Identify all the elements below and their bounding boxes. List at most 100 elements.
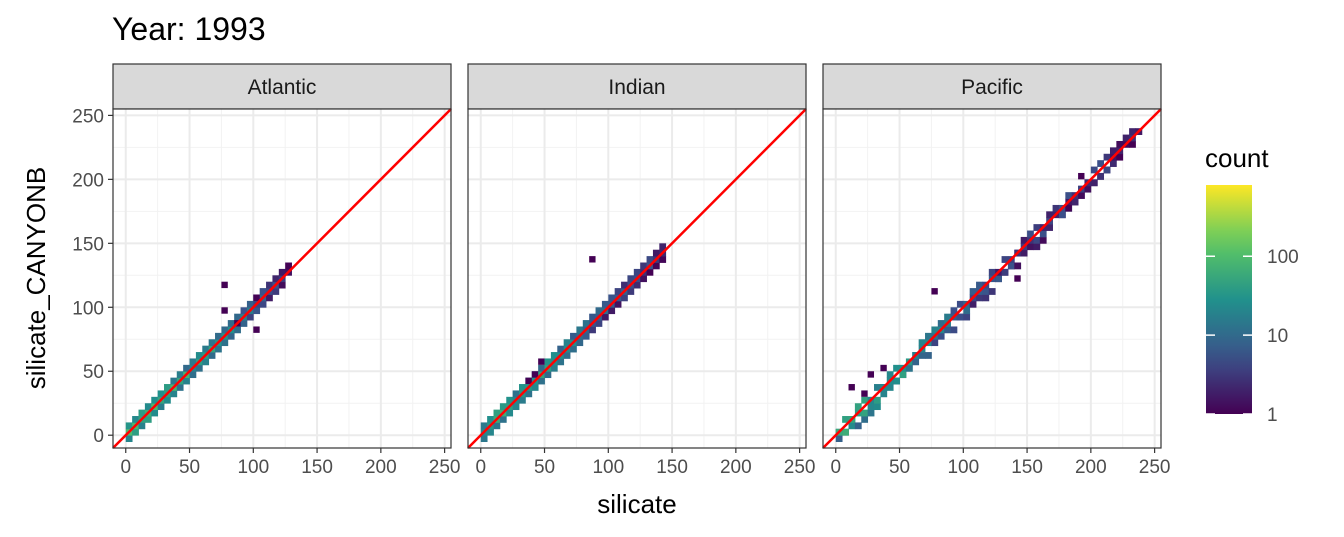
heatmap-bin xyxy=(640,275,647,283)
heatmap-bin xyxy=(221,307,228,314)
x-tick-label: 50 xyxy=(179,457,200,478)
heatmap-bin xyxy=(563,352,571,359)
heatmap-bin xyxy=(525,390,533,398)
heatmap-bin xyxy=(912,358,920,366)
heatmap-bin xyxy=(138,409,146,417)
heatmap-bin xyxy=(1078,192,1085,199)
heatmap-bin xyxy=(151,396,159,404)
facet-panel-indian: Indian 0 50 100 150 200 250 xyxy=(467,63,815,478)
chart-title: Year: 1993 xyxy=(112,11,266,47)
heatmap-bin xyxy=(259,288,267,295)
heatmap-bin xyxy=(1129,128,1136,135)
heatmap-bin xyxy=(144,416,152,423)
heatmap-bin xyxy=(995,275,1002,283)
heatmap-bin xyxy=(1033,224,1041,231)
heatmap-bin xyxy=(652,262,660,270)
heatmap-bin xyxy=(976,294,983,302)
heatmap-bin xyxy=(1027,243,1034,251)
x-tick-label: 150 xyxy=(301,457,333,478)
heatmap-bin xyxy=(886,384,894,391)
heatmap-bin xyxy=(202,358,210,366)
heatmap-bin xyxy=(576,339,584,347)
heatmap-bin xyxy=(937,320,945,327)
heatmap-bin xyxy=(1116,153,1124,161)
heatmap-bin xyxy=(963,307,971,315)
reference-line xyxy=(467,108,807,449)
x-tick-label: 150 xyxy=(656,457,688,478)
heatmap-bin xyxy=(589,326,596,334)
heatmap-bin xyxy=(614,288,622,295)
heatmap-bin xyxy=(652,249,660,257)
heatmap-bin xyxy=(176,384,184,391)
heatmap-bin xyxy=(589,313,596,321)
facet-label: Atlantic xyxy=(248,76,317,99)
heatmap-bin xyxy=(614,300,622,308)
heatmap-bin xyxy=(918,339,926,347)
heatmap-bin xyxy=(576,326,584,334)
facet-strip xyxy=(822,63,1162,110)
heatmap-bin xyxy=(595,307,603,315)
legend-label: 100 xyxy=(1267,247,1299,268)
heatmap-bin xyxy=(227,332,235,340)
heatmap-bin xyxy=(1039,236,1047,244)
facet-panel-pacific: Pacific 0 50 100 150 200 250 xyxy=(822,63,1170,478)
heatmap-bin xyxy=(925,352,932,359)
heatmap-bin xyxy=(861,409,869,417)
heatmap-bin xyxy=(1007,262,1015,270)
heatmap-bin xyxy=(956,313,964,321)
panel-border xyxy=(467,108,807,449)
heatmap-bin xyxy=(1097,160,1105,167)
legend-colorbar xyxy=(1206,185,1252,414)
x-tick-label: 0 xyxy=(120,457,131,478)
heatmap-bin xyxy=(956,300,964,308)
heatmap-bin xyxy=(221,339,229,347)
heatmap-bin xyxy=(627,288,635,295)
legend-title: count xyxy=(1205,143,1269,173)
heatmap-bin xyxy=(189,358,197,366)
heatmap-bin xyxy=(170,377,178,385)
heatmap-bin xyxy=(1052,204,1060,212)
heatmap-bin xyxy=(880,390,888,398)
y-axis-title: silicate_CANYONB xyxy=(21,167,51,390)
heatmap-bin xyxy=(659,243,667,251)
heatmap-bin xyxy=(1027,230,1034,238)
facet-panel-atlantic: Atlantic 0 50 100 150 200 250 xyxy=(112,63,460,478)
heatmap-bin xyxy=(506,409,514,417)
heatmap-bin xyxy=(899,371,907,379)
heatmap-bin xyxy=(493,409,501,417)
heatmap-bin xyxy=(905,364,913,372)
heatmap-bin xyxy=(582,332,590,340)
heatmap-bin xyxy=(861,416,869,423)
heatmap-bin xyxy=(125,422,133,430)
heatmap-bin xyxy=(918,352,926,359)
heatmap-bin xyxy=(125,435,133,443)
heatmap-bin xyxy=(176,371,184,379)
heatmap-bin xyxy=(525,377,532,385)
heatmap-bin xyxy=(151,409,159,417)
heatmap-bin xyxy=(982,294,990,302)
heatmap-bin xyxy=(246,300,254,308)
x-tick-label: 200 xyxy=(720,457,752,478)
heatmap-bin xyxy=(874,384,881,391)
heatmap-bin xyxy=(164,396,171,404)
heatmap-bin xyxy=(1014,262,1022,270)
heatmap-bin xyxy=(531,371,539,378)
heatmap-bin xyxy=(640,262,647,270)
heatmap-bin xyxy=(1097,172,1105,180)
heatmap-bin xyxy=(646,268,654,276)
x-axis-title: silicate xyxy=(597,489,676,519)
heatmap-bin xyxy=(1116,140,1124,148)
heatmap-bin xyxy=(550,364,558,372)
heatmap-bin xyxy=(854,422,862,430)
heatmap-bin xyxy=(531,384,539,391)
heatmap-bin xyxy=(195,352,203,359)
heatmap-bin xyxy=(538,358,545,365)
heatmap-bin xyxy=(550,352,558,359)
heatmap-bin xyxy=(157,403,165,411)
panel-border xyxy=(112,108,452,449)
heatmap-bin xyxy=(215,345,222,353)
heatmap-bin xyxy=(595,320,603,327)
heatmap-bin xyxy=(195,364,203,372)
heatmap-bin xyxy=(589,256,596,263)
